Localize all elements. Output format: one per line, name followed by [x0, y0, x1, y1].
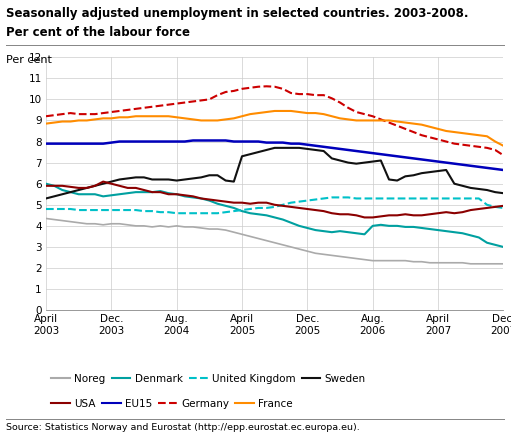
Text: Seasonally adjusted unemployment in selected countries. 2003-2008.: Seasonally adjusted unemployment in sele…	[6, 7, 469, 20]
Text: Per cent: Per cent	[6, 55, 52, 65]
Legend: USA, EU15, Germany, France: USA, EU15, Germany, France	[51, 399, 293, 409]
Text: Per cent of the labour force: Per cent of the labour force	[6, 26, 190, 40]
Text: Source: Statistics Norway and Eurostat (http://epp.eurostat.ec.europa.eu).: Source: Statistics Norway and Eurostat (…	[6, 423, 360, 432]
